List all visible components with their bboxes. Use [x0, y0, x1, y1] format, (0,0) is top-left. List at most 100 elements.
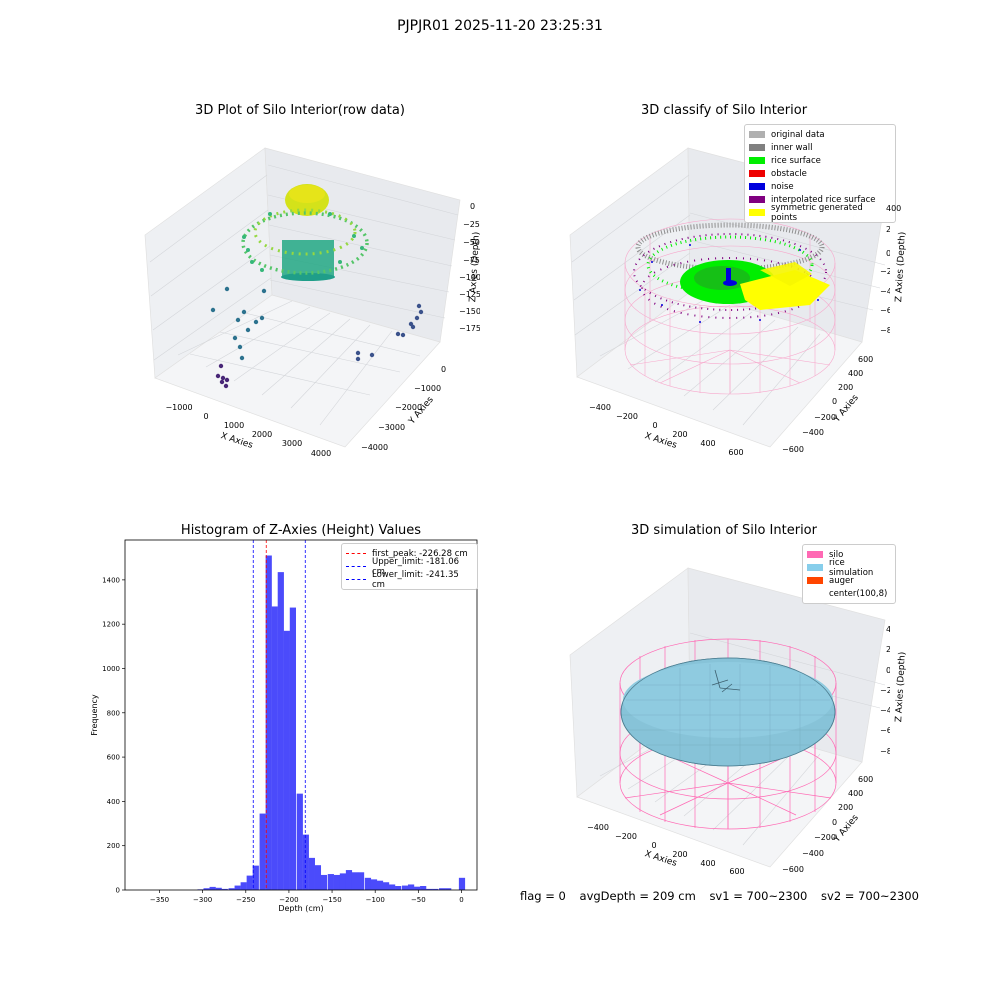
panel1-points	[210, 184, 424, 389]
x-tick-label: −150	[322, 896, 341, 904]
x-tick-label: −350	[150, 896, 169, 904]
p4-xtick: −200	[615, 832, 637, 841]
p1-ztick: −250	[463, 220, 480, 229]
histogram-bar	[395, 886, 402, 890]
p4-zlabel: Z Axies (Depth)	[894, 651, 908, 723]
p1-xtick: 3000	[282, 439, 302, 448]
p4-ztick: −600	[880, 726, 890, 735]
p4-ztick: 400	[886, 625, 890, 634]
histogram-bar	[458, 877, 466, 890]
histogram-bar	[203, 888, 210, 890]
panel2-points	[633, 222, 830, 323]
histogram-bar	[283, 630, 290, 890]
p1-ytick: −1000	[414, 384, 441, 393]
p1-xtick: 0	[203, 412, 208, 421]
histogram-bar	[376, 880, 384, 890]
y-tick-label: 0	[116, 887, 120, 895]
p2-ztick: −200	[880, 267, 890, 276]
p1-ztick: 0	[470, 202, 475, 211]
p1-ztick: −1500	[459, 307, 480, 316]
p4-ytick: −600	[782, 865, 804, 874]
p1-ytick: −2000	[395, 403, 422, 412]
p2-ztick: 200	[886, 225, 890, 234]
histogram-bar	[351, 872, 359, 890]
panel2-z-tick-labels: 200 0 −200 −400 −600 −800	[880, 225, 890, 335]
flag-value: flag = 0	[520, 889, 566, 903]
histogram-bar	[364, 877, 372, 890]
p1-ytick: −4000	[361, 443, 388, 452]
legend-swatch	[749, 209, 765, 216]
histogram-bar	[407, 884, 415, 890]
p1-xtick: 4000	[311, 449, 331, 458]
histogram-bar	[445, 888, 452, 890]
x-tick-label: −200	[279, 896, 298, 904]
avg-depth-value: avgDepth = 209 cm	[579, 889, 696, 903]
status-footer: flag = 0 avgDepth = 209 cm sv1 = 700~230…	[520, 889, 929, 903]
legend-item: inner wall	[749, 141, 890, 154]
legend-item: original data	[749, 128, 890, 141]
p3-ylabel: Frequency	[90, 694, 99, 736]
histogram-bar	[246, 875, 253, 890]
histogram-bar	[357, 872, 365, 890]
legend-item: Lower_limit: -241.35 cm	[346, 570, 472, 590]
legend-swatch	[749, 183, 765, 190]
panel3-legend: first_peak: -226.28 cm Upper_limit: -181…	[341, 543, 478, 590]
p3-xlabel: Depth (cm)	[278, 904, 323, 913]
legend-swatch	[749, 131, 765, 138]
panel4-x-tick-labels: −400 −200 0 200 400 600	[587, 823, 745, 875]
histogram-bar	[439, 888, 446, 890]
panel2-y-tick-labels: 600 400 200 0 −200 −400 −600	[782, 355, 873, 454]
p1-ztick: −1250	[459, 290, 480, 299]
legend-swatch	[807, 590, 823, 597]
x-tick-label: 0	[459, 896, 463, 904]
histogram-bar	[426, 888, 433, 890]
legend-line	[346, 553, 366, 554]
y-tick-label: 200	[107, 842, 120, 850]
panel2-title: 3D classify of Silo Interior	[640, 103, 808, 118]
histogram-bar	[271, 606, 278, 890]
panel3-histogram: −350 −300 −250 −200 −150 −100 −50 0 0 200 400 600 8…	[90, 539, 478, 913]
p4-ytick: 200	[838, 803, 853, 812]
p2-ytick: 400	[848, 369, 863, 378]
histogram-bar	[414, 886, 421, 890]
histogram-bar	[289, 607, 296, 890]
legend-item: center(100,8)	[807, 587, 890, 600]
legend-item: first_peak: -226.28 cm	[346, 547, 472, 560]
histogram-bar	[432, 888, 439, 890]
panel1-grid	[149, 164, 459, 426]
panel4-legend: silo rice simulation auger center(100,8)	[802, 544, 896, 604]
p2-ytick: −400	[802, 428, 824, 437]
p4-ytick: 400	[848, 789, 863, 798]
histogram-bar	[259, 813, 266, 890]
legend-item: obstacle	[749, 167, 890, 180]
p2-xtick: −200	[616, 412, 638, 421]
p4-xtick: −400	[587, 823, 609, 832]
histogram-bar	[296, 793, 303, 890]
legend-line	[346, 566, 366, 567]
panel1-x-tick-labels: −1000 0 1000 2000 3000 4000	[165, 403, 331, 458]
p4-xtick: 200	[672, 850, 687, 859]
p2-ztick: −800	[880, 326, 890, 335]
histogram-bar	[265, 555, 272, 890]
sv1-value: sv1 = 700~2300	[709, 889, 808, 903]
p4-ytick: −400	[802, 849, 824, 858]
p2-xtick: 400	[700, 439, 715, 448]
panel4-y-tick-labels: 600 400 200 0 −200 −400 −600	[782, 775, 873, 874]
panel2-legend: original data inner wall rice surface ob…	[744, 124, 896, 223]
legend-swatch	[807, 564, 823, 571]
panel3-title: Histogram of Z-Axies (Height) Values	[180, 523, 422, 538]
p4-ztick: −200	[880, 686, 890, 695]
p4-ytick: 0	[832, 818, 837, 827]
p1-xtick: 2000	[252, 430, 272, 439]
plot-frame	[124, 539, 478, 891]
y-tick-label: 1000	[102, 665, 120, 673]
p4-xtick: 400	[700, 859, 715, 868]
histogram-bar	[345, 870, 353, 890]
p2-ytick: 0	[832, 397, 837, 406]
p4-ztick: −800	[880, 747, 890, 756]
legend-item: rice surface	[749, 154, 890, 167]
histogram-bars	[197, 555, 466, 890]
p4-ytick: −200	[814, 833, 836, 842]
panel1-3d-plot: −1000 0 1000 2000 3000 4000 X Axies 0 −1…	[144, 147, 480, 458]
panel1-z-tick-labels: 0 −250 −500 −750 −1000 −1250 −1500 −1750	[459, 202, 480, 333]
